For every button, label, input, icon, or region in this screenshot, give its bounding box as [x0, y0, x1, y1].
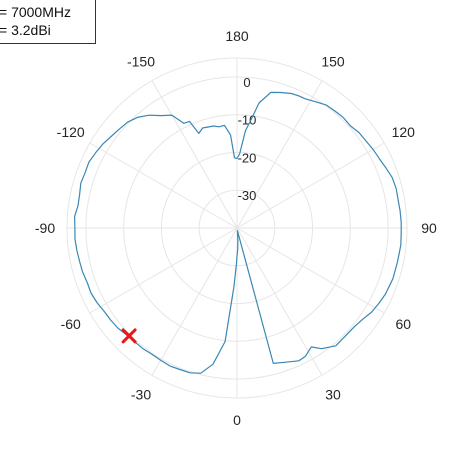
- angle-tick-label: -30: [131, 386, 151, 402]
- angle-tick-label: -90: [35, 220, 55, 236]
- angle-tick-label: 0: [233, 412, 241, 428]
- grid-spoke: [236, 227, 323, 376]
- series-layer: [74, 91, 402, 374]
- angle-tick-label: -60: [61, 316, 81, 332]
- radial-tick-label: -30: [238, 188, 257, 203]
- angle-tick-label: 60: [396, 316, 412, 332]
- grid-spoke: [236, 80, 323, 229]
- legend-gain: = 3.2dBi: [0, 22, 51, 38]
- grid-outer-ring: [66, 57, 408, 399]
- grid-spoke: [151, 227, 238, 376]
- grid-spoke: [236, 142, 385, 229]
- grid-spoke: [89, 142, 238, 229]
- grid-spoke: [151, 80, 238, 229]
- angle-tick-label: 180: [225, 28, 249, 44]
- radial-tick-labels: -30 -20 -10 0: [238, 75, 257, 203]
- grid-ring: [198, 189, 276, 267]
- angle-tick-label: -120: [57, 124, 85, 140]
- angle-tick-label: 150: [321, 54, 345, 70]
- legend-frequency: = 7000MHz: [0, 4, 71, 20]
- radial-tick-label: -10: [238, 113, 257, 128]
- angle-tick-labels: 0 30 60 90 120 150 180 -150 -120 -90 -60 -30: [35, 28, 437, 428]
- grid-spoke: [236, 227, 385, 314]
- grid-ring: [160, 151, 314, 305]
- grid-ring: [85, 76, 389, 380]
- grid-spoke: [89, 227, 238, 314]
- radial-tick-label: 0: [243, 75, 250, 90]
- angle-tick-label: -150: [127, 54, 155, 70]
- grid-ring: [123, 114, 351, 342]
- polar-grid: [66, 57, 408, 399]
- legend: = 7000MHz = 3.2dBi: [0, 0, 96, 44]
- series-line: [74, 91, 402, 374]
- angle-tick-label: 120: [392, 124, 416, 140]
- radial-tick-label: -20: [238, 150, 257, 165]
- peak-marker-stroke: [121, 328, 137, 344]
- marker-layer: [121, 328, 137, 344]
- angle-tick-label: 30: [325, 386, 341, 402]
- angle-tick-label: 90: [421, 220, 437, 236]
